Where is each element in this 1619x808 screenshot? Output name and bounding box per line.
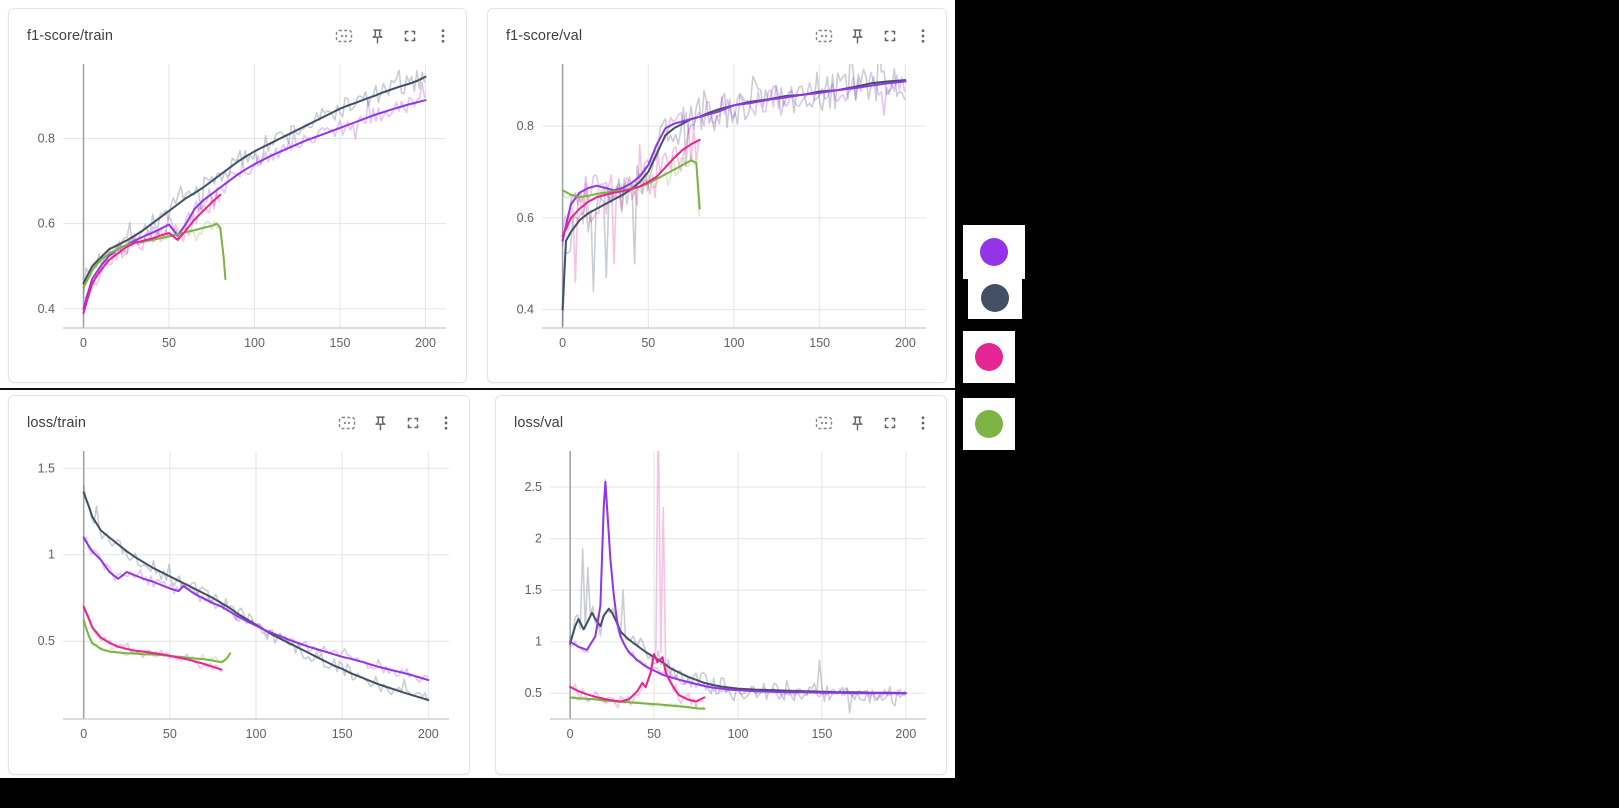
more-options-icon (921, 29, 925, 43)
svg-text:100: 100 (724, 336, 745, 350)
pin-icon (375, 415, 386, 431)
run-color-dot-slate[interactable] (981, 284, 1009, 312)
fullscreen-icon (884, 30, 896, 42)
fullscreen-icon (407, 417, 419, 429)
fit-data-button[interactable] (333, 409, 361, 437)
run-swatch-cell (963, 331, 1015, 383)
card-header: loss/val (496, 396, 946, 439)
svg-text:0: 0 (559, 336, 566, 350)
more-options-icon (921, 416, 925, 430)
chart-title: f1-score/train (27, 28, 114, 44)
pin-icon (852, 28, 863, 44)
svg-text:0: 0 (80, 727, 87, 741)
fullscreen-button[interactable] (877, 23, 903, 49)
svg-text:2: 2 (535, 532, 542, 546)
fit-data-icon (338, 416, 356, 430)
pin-icon (372, 28, 383, 44)
svg-text:0.8: 0.8 (38, 132, 55, 146)
svg-text:0.5: 0.5 (525, 686, 542, 700)
more-options-button[interactable] (910, 23, 936, 49)
svg-text:1: 1 (48, 548, 55, 562)
svg-text:1.5: 1.5 (525, 583, 542, 597)
run-color-dot-magenta[interactable] (975, 343, 1003, 371)
more-options-icon (441, 29, 445, 43)
fit-data-button[interactable] (810, 409, 838, 437)
svg-text:150: 150 (811, 727, 832, 741)
chart-toolbar (810, 409, 936, 437)
chart-toolbar (810, 22, 936, 50)
svg-text:0.8: 0.8 (517, 119, 534, 133)
svg-text:150: 150 (330, 336, 351, 350)
f1-val-chart[interactable]: 0.4 0.6 0.8 0 50 100 150 200 (494, 56, 940, 358)
svg-text:100: 100 (244, 336, 265, 350)
chart-title: loss/train (27, 415, 87, 431)
run-swatch-cell (963, 398, 1015, 450)
chart-card-f1-train: f1-score/train 0.4 0.6 0.8 0 50 100 150 200 (8, 8, 467, 383)
svg-text:200: 200 (415, 336, 436, 350)
run-swatch-cell (968, 277, 1022, 319)
svg-text:1: 1 (535, 635, 542, 649)
svg-text:150: 150 (332, 727, 353, 741)
fit-data-icon (335, 29, 353, 43)
svg-text:0: 0 (80, 336, 87, 350)
card-header: f1-score/train (9, 9, 466, 52)
pin-icon (852, 415, 863, 431)
svg-text:0: 0 (567, 727, 574, 741)
chart-card-loss-train: loss/train 0.5 1 1.5 0 50 100 150 200 (8, 395, 470, 775)
card-header: f1-score/val (488, 9, 946, 52)
run-swatch-cell (963, 225, 1025, 279)
more-options-icon (444, 416, 448, 430)
svg-text:100: 100 (246, 727, 267, 741)
loss-val-chart[interactable]: 0.5 1 1.5 2 2.5 0 50 100 150 200 (502, 443, 940, 749)
run-color-dot-green[interactable] (975, 410, 1003, 438)
svg-text:50: 50 (163, 727, 177, 741)
pin-button[interactable] (365, 24, 390, 49)
svg-text:100: 100 (728, 727, 749, 741)
svg-text:0.6: 0.6 (517, 211, 534, 225)
run-color-dot-purple[interactable] (980, 238, 1008, 266)
chart-title: loss/val (514, 415, 564, 431)
pin-button[interactable] (845, 411, 870, 436)
svg-text:200: 200 (895, 727, 916, 741)
fullscreen-icon (404, 30, 416, 42)
chart-toolbar (330, 22, 456, 50)
chart-card-loss-val: loss/val 0.5 1 1.5 2 2.5 0 50 100 150 200 (495, 395, 947, 775)
more-options-button[interactable] (433, 410, 459, 436)
fit-data-icon (815, 416, 833, 430)
more-options-button[interactable] (430, 23, 456, 49)
card-header: loss/train (9, 396, 469, 439)
svg-text:0.4: 0.4 (38, 302, 55, 316)
svg-text:50: 50 (162, 336, 176, 350)
svg-text:0.5: 0.5 (38, 634, 55, 648)
row-divider (0, 388, 955, 390)
loss-train-chart[interactable]: 0.5 1 1.5 0 50 100 150 200 (15, 443, 463, 749)
svg-text:2.5: 2.5 (525, 480, 542, 494)
more-options-button[interactable] (910, 410, 936, 436)
fullscreen-button[interactable] (400, 410, 426, 436)
svg-text:150: 150 (809, 336, 830, 350)
svg-text:200: 200 (895, 336, 916, 350)
chart-title: f1-score/val (506, 28, 583, 44)
pin-button[interactable] (368, 411, 393, 436)
f1-train-chart[interactable]: 0.4 0.6 0.8 0 50 100 150 200 (15, 56, 460, 358)
chart-card-f1-val: f1-score/val 0.4 0.6 0.8 0 50 100 150 200 (487, 8, 947, 383)
svg-text:50: 50 (641, 336, 655, 350)
svg-text:200: 200 (418, 727, 439, 741)
svg-text:0.6: 0.6 (38, 217, 55, 231)
pin-button[interactable] (845, 24, 870, 49)
chart-toolbar (333, 409, 459, 437)
fullscreen-icon (884, 417, 896, 429)
svg-text:0.4: 0.4 (517, 303, 534, 317)
fullscreen-button[interactable] (877, 410, 903, 436)
fullscreen-button[interactable] (397, 23, 423, 49)
fit-data-button[interactable] (330, 22, 358, 50)
svg-text:1.5: 1.5 (38, 461, 55, 475)
svg-text:50: 50 (647, 727, 661, 741)
fit-data-button[interactable] (810, 22, 838, 50)
fit-data-icon (815, 29, 833, 43)
